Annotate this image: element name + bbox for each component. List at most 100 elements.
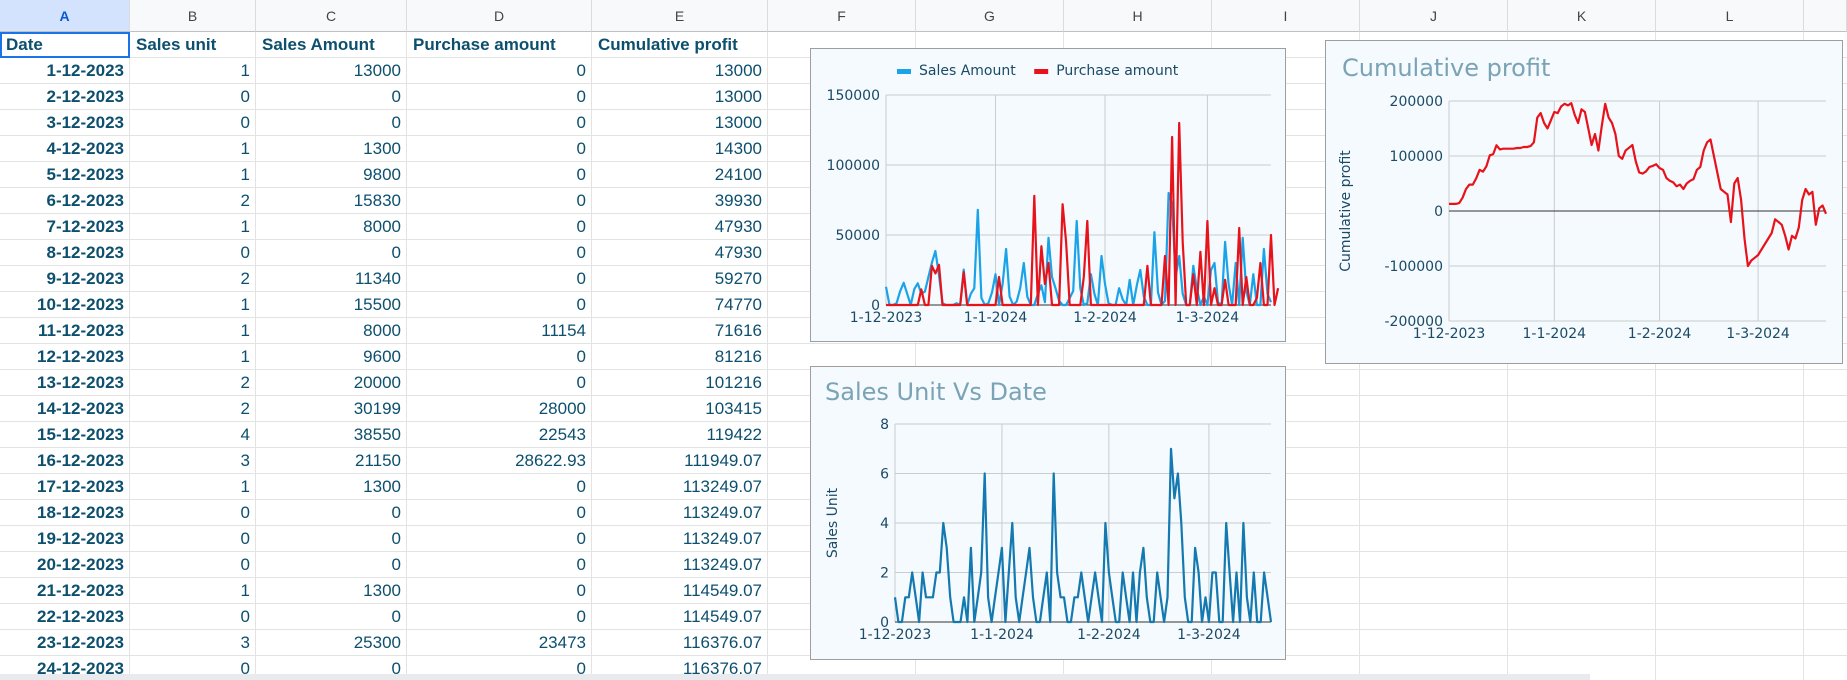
- cell-sales-amount[interactable]: 15830: [353, 191, 401, 210]
- header-purchase-amount[interactable]: Purchase amount: [413, 35, 556, 54]
- cell-date[interactable]: 15-12-2023: [37, 425, 124, 444]
- cell-date[interactable]: 23-12-2023: [37, 633, 124, 652]
- cell-purchase-amount[interactable]: 0: [576, 347, 586, 366]
- cell-purchase-amount[interactable]: 11154: [541, 321, 586, 340]
- cell-sales-amount[interactable]: 30199: [353, 399, 401, 418]
- column-header-e[interactable]: E: [592, 0, 768, 32]
- cell-sales-amount[interactable]: 15500: [353, 295, 401, 314]
- cell-sales-unit[interactable]: 1: [240, 321, 250, 340]
- column-header-f[interactable]: F: [768, 0, 916, 32]
- cell-purchase-amount[interactable]: 28000: [538, 399, 586, 418]
- cell-sales-unit[interactable]: 1: [240, 61, 250, 80]
- cell-sales-amount[interactable]: 0: [391, 243, 401, 262]
- column-header-c[interactable]: C: [256, 0, 407, 32]
- header-cumulative-profit[interactable]: Cumulative profit: [598, 35, 738, 54]
- cell-purchase-amount[interactable]: 0: [576, 295, 586, 314]
- column-header-g[interactable]: G: [916, 0, 1064, 32]
- cell-cumulative-profit[interactable]: 47930: [714, 217, 762, 236]
- cell-purchase-amount[interactable]: 0: [576, 243, 586, 262]
- cell-sales-unit[interactable]: 1: [240, 165, 250, 184]
- cell-purchase-amount[interactable]: 0: [576, 217, 586, 236]
- sales-unit-chart[interactable]: 8 6 4 2 0 1-12-2023 1-1-2024 1-2-2024 1-3-2024 Sa…: [810, 366, 1286, 660]
- cell-sales-amount[interactable]: 1300: [363, 139, 401, 158]
- cell-cumulative-profit[interactable]: 74770: [714, 295, 762, 314]
- cell-sales-amount[interactable]: 0: [391, 87, 401, 106]
- cell-cumulative-profit[interactable]: 14300: [714, 139, 762, 158]
- header-sales-amount[interactable]: Sales Amount: [262, 35, 375, 54]
- cell-purchase-amount[interactable]: 0: [576, 503, 586, 522]
- cell-sales-unit[interactable]: 0: [240, 659, 250, 678]
- cell-sales-unit[interactable]: 3: [240, 633, 250, 652]
- cell-purchase-amount[interactable]: 0: [576, 581, 586, 600]
- cell-cumulative-profit[interactable]: 39930: [714, 191, 762, 210]
- cell-date[interactable]: 11-12-2023: [37, 321, 124, 340]
- cell-sales-unit[interactable]: 0: [240, 243, 250, 262]
- cell-purchase-amount[interactable]: 0: [576, 61, 586, 80]
- column-header-i[interactable]: I: [1212, 0, 1360, 32]
- cell-sales-amount[interactable]: 25300: [353, 633, 401, 652]
- cell-sales-unit[interactable]: 2: [240, 399, 250, 418]
- column-header-j[interactable]: J: [1360, 0, 1508, 32]
- cell-cumulative-profit[interactable]: 71616: [714, 321, 762, 340]
- cell-date[interactable]: 6-12-2023: [46, 191, 124, 210]
- cell-date[interactable]: 20-12-2023: [37, 555, 124, 574]
- cell-sales-unit[interactable]: 1: [240, 295, 250, 314]
- cell-purchase-amount[interactable]: 0: [576, 139, 586, 158]
- cell-cumulative-profit[interactable]: 113249.07: [682, 555, 762, 574]
- cell-cumulative-profit[interactable]: 114549.07: [682, 607, 762, 626]
- cell-date[interactable]: 7-12-2023: [46, 217, 124, 236]
- cell-date[interactable]: 9-12-2023: [46, 269, 124, 288]
- cell-sales-amount[interactable]: 0: [391, 113, 401, 132]
- cell-purchase-amount[interactable]: 0: [576, 477, 586, 496]
- cell-purchase-amount[interactable]: 0: [576, 529, 586, 548]
- cell-sales-unit[interactable]: 0: [240, 607, 250, 626]
- cell-sales-unit[interactable]: 0: [240, 503, 250, 522]
- cell-sales-amount[interactable]: 9600: [363, 347, 401, 366]
- cell-cumulative-profit[interactable]: 101216: [705, 373, 762, 392]
- cell-date[interactable]: 16-12-2023: [37, 451, 124, 470]
- cell-date[interactable]: 18-12-2023: [37, 503, 124, 522]
- cell-sales-unit[interactable]: 1: [240, 581, 250, 600]
- column-header-extra[interactable]: [1804, 0, 1847, 32]
- cell-sales-unit[interactable]: 1: [240, 217, 250, 236]
- cumulative-profit-chart[interactable]: 200000 100000 0 -100000 -200000 1-12-2023 1-1-…: [1325, 40, 1843, 364]
- cell-date[interactable]: 24-12-2023: [37, 659, 124, 678]
- cell-purchase-amount[interactable]: 0: [576, 373, 586, 392]
- cell-purchase-amount[interactable]: 0: [576, 659, 586, 678]
- cell-purchase-amount[interactable]: 0: [576, 165, 586, 184]
- cell-sales-amount[interactable]: 11340: [354, 269, 401, 288]
- cell-date[interactable]: 5-12-2023: [46, 165, 124, 184]
- cell-sales-unit[interactable]: 0: [240, 555, 250, 574]
- column-header-d[interactable]: D: [407, 0, 592, 32]
- cell-date[interactable]: 21-12-2023: [37, 581, 124, 600]
- cell-sales-unit[interactable]: 3: [240, 451, 250, 470]
- cell-sales-amount[interactable]: 8000: [363, 321, 401, 340]
- horizontal-scrollbar[interactable]: [0, 674, 1590, 680]
- cell-sales-amount[interactable]: 0: [391, 659, 401, 678]
- column-header-l[interactable]: L: [1656, 0, 1804, 32]
- cell-date[interactable]: 13-12-2023: [37, 373, 124, 392]
- cell-purchase-amount[interactable]: 0: [576, 607, 586, 626]
- cell-cumulative-profit[interactable]: 24100: [714, 165, 762, 184]
- column-header-k[interactable]: K: [1508, 0, 1656, 32]
- cell-sales-unit[interactable]: 4: [240, 425, 250, 444]
- cell-cumulative-profit[interactable]: 119422: [706, 425, 762, 444]
- cell-sales-unit[interactable]: 2: [240, 373, 250, 392]
- cell-cumulative-profit[interactable]: 116376.07: [682, 659, 762, 678]
- cell-purchase-amount[interactable]: 0: [576, 191, 586, 210]
- cell-date[interactable]: 10-12-2023: [37, 295, 124, 314]
- cell-purchase-amount[interactable]: 0: [576, 87, 586, 106]
- cell-cumulative-profit[interactable]: 113249.07: [682, 529, 762, 548]
- cell-sales-unit[interactable]: 1: [240, 347, 250, 366]
- cell-sales-amount[interactable]: 20000: [353, 373, 401, 392]
- cell-sales-amount[interactable]: 1300: [363, 477, 401, 496]
- cell-sales-unit[interactable]: 1: [240, 139, 250, 158]
- cell-cumulative-profit[interactable]: 111949.07: [684, 451, 762, 470]
- cell-date[interactable]: 19-12-2023: [37, 529, 124, 548]
- cell-sales-unit[interactable]: 0: [240, 529, 250, 548]
- cell-sales-amount[interactable]: 0: [391, 607, 401, 626]
- cell-sales-unit[interactable]: 2: [240, 269, 250, 288]
- cell-sales-amount[interactable]: 0: [391, 503, 401, 522]
- cell-cumulative-profit[interactable]: 103415: [705, 399, 762, 418]
- cell-date[interactable]: 14-12-2023: [37, 399, 124, 418]
